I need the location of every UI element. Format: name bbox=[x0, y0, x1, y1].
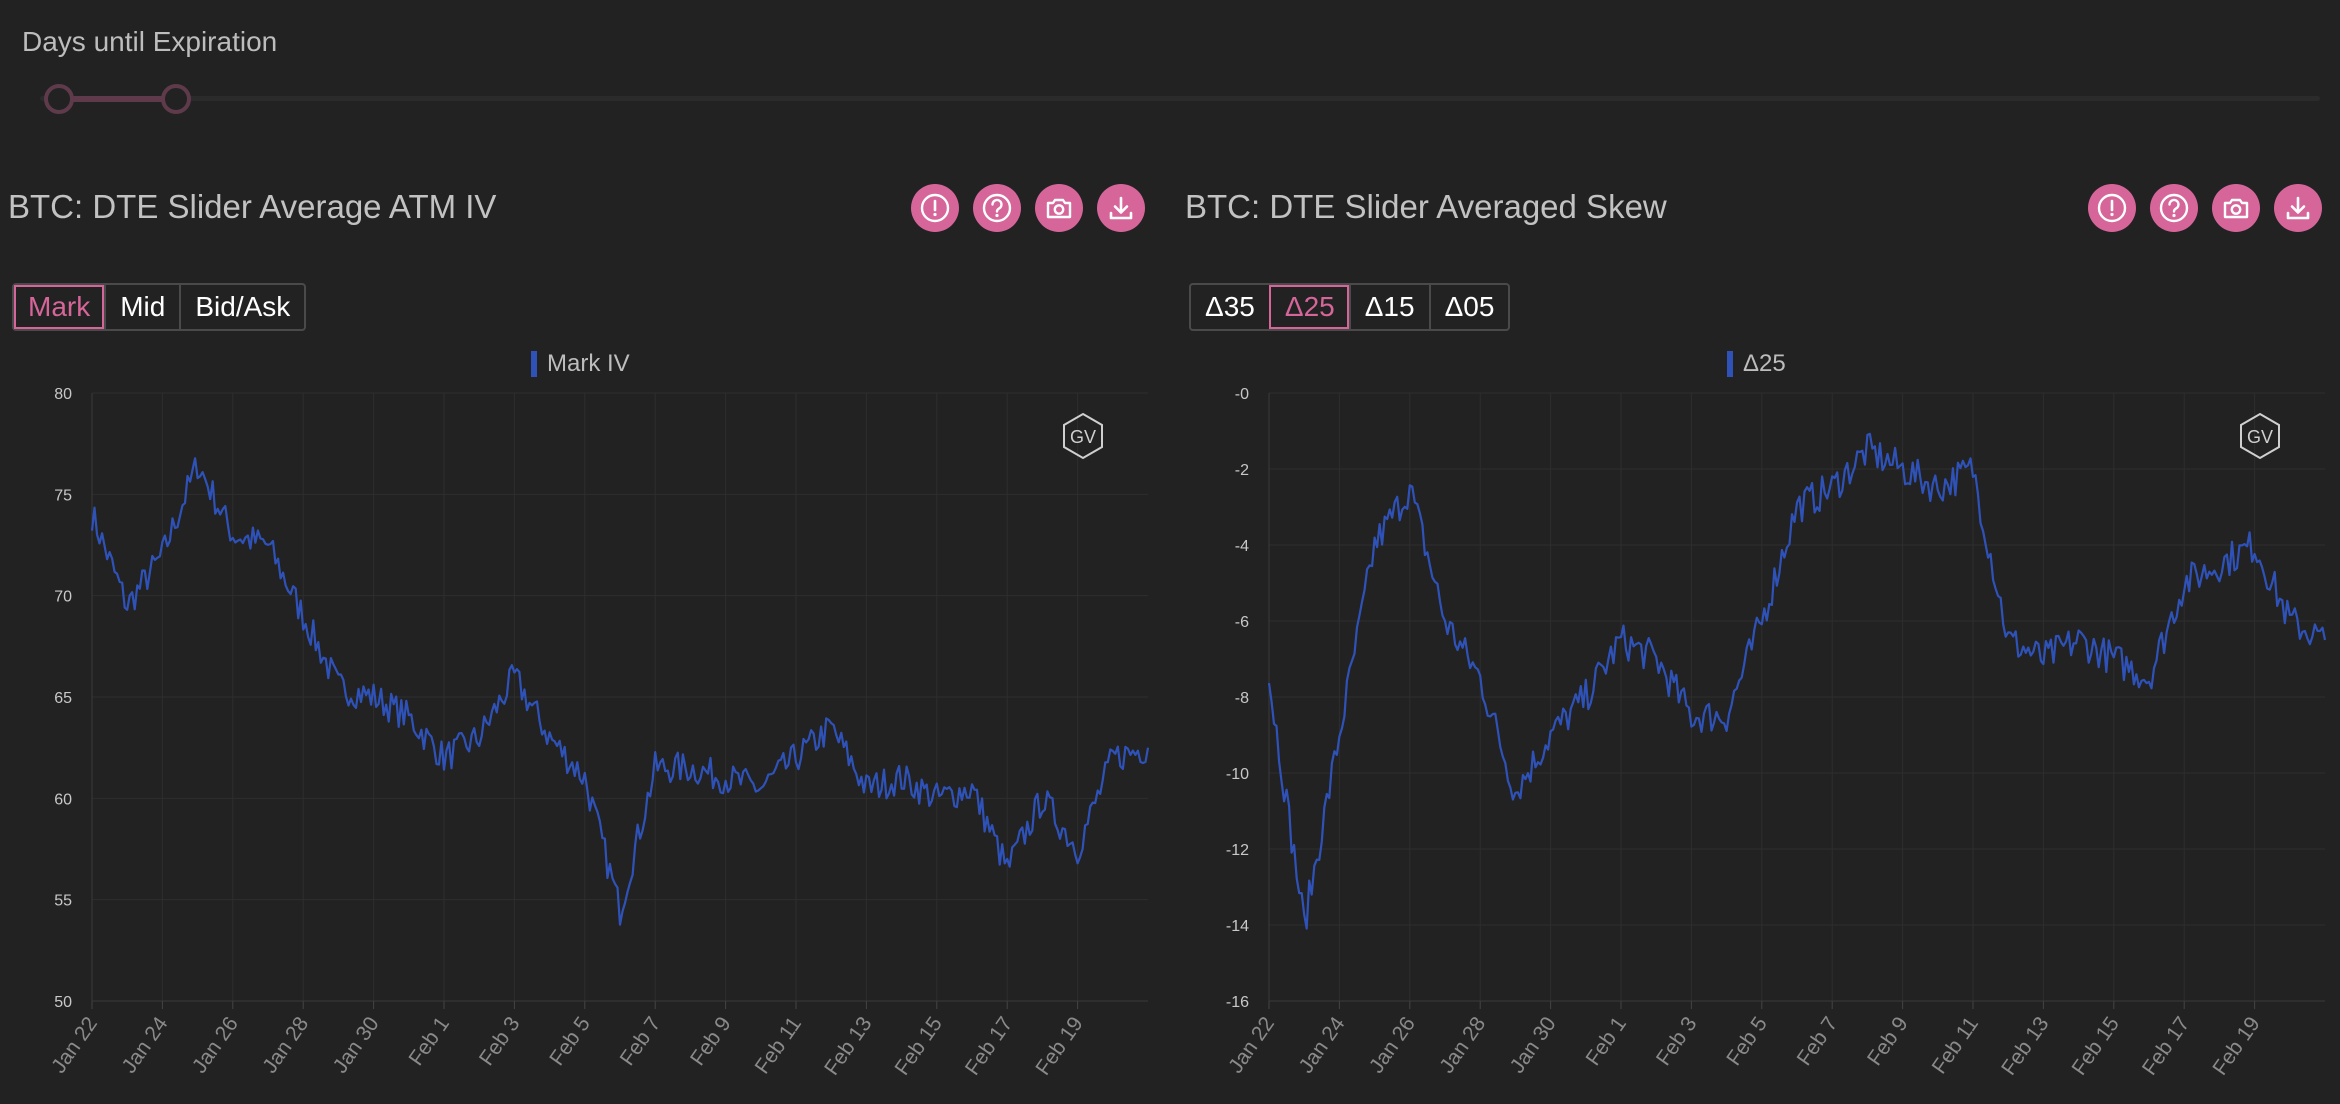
skew-chart-title: BTC: DTE Slider Averaged Skew bbox=[1185, 188, 1667, 225]
y-tick-label: 60 bbox=[54, 791, 72, 808]
x-tick-label: Feb 15 bbox=[2068, 1013, 2124, 1080]
chart-legend[interactable]: Mark IV bbox=[531, 350, 630, 378]
x-tick-label: Jan 22 bbox=[1224, 1013, 1279, 1078]
y-tick-label: -16 bbox=[1226, 994, 1249, 1011]
dte-slider-track[interactable] bbox=[40, 96, 2320, 101]
option-delta-35[interactable]: Δ35 bbox=[1205, 291, 1255, 322]
x-tick-label: Jan 30 bbox=[1506, 1013, 1561, 1078]
option-delta-05[interactable]: Δ05 bbox=[1428, 285, 1509, 329]
x-tick-label: Jan 26 bbox=[1365, 1013, 1420, 1078]
x-tick-label: Jan 24 bbox=[117, 1012, 172, 1077]
y-tick-label: -8 bbox=[1235, 690, 1249, 707]
option-delta-25[interactable]: Δ25 bbox=[1268, 285, 1349, 329]
x-tick-label: Jan 24 bbox=[1294, 1012, 1349, 1077]
y-tick-label: -2 bbox=[1235, 462, 1249, 479]
y-tick-label: -4 bbox=[1235, 538, 1249, 555]
watermark-text: GV bbox=[2247, 427, 2273, 447]
x-tick-label: Feb 7 bbox=[616, 1013, 666, 1070]
option-mark[interactable]: Mark bbox=[14, 285, 105, 329]
legend-label: Δ25 bbox=[1743, 350, 1786, 377]
atm-iv-chart-title: BTC: DTE Slider Average ATM IV bbox=[8, 188, 497, 225]
y-tick-label: 70 bbox=[54, 589, 72, 606]
x-tick-label: Feb 19 bbox=[2208, 1013, 2264, 1080]
x-tick-label: Jan 30 bbox=[329, 1013, 384, 1078]
x-tick-label: Feb 5 bbox=[545, 1013, 595, 1070]
option-bid-ask[interactable]: Bid/Ask bbox=[179, 285, 304, 329]
skew-chart[interactable]: -0 -2 -4 -6 -8 -10 -12 -14 -16 Jan 22 Jan 24 Jan 26… bbox=[1177, 378, 2340, 1100]
y-tick-label: -10 bbox=[1226, 766, 1249, 783]
y-tick-label: 55 bbox=[54, 893, 72, 910]
x-tick-label: Feb 17 bbox=[2138, 1013, 2194, 1080]
skew-panel: BTC: DTE Slider Averaged Skew Δ35 Δ25 Δ1… bbox=[1177, 170, 2340, 1100]
series-line bbox=[1267, 432, 2327, 930]
legend-label: Mark IV bbox=[547, 350, 630, 377]
alert-icon[interactable] bbox=[911, 184, 959, 232]
watermark-text: GV bbox=[1070, 427, 1096, 447]
help-icon[interactable] bbox=[2150, 184, 2198, 232]
option-mid[interactable]: Mid bbox=[104, 285, 179, 329]
x-tick-label: Feb 9 bbox=[1863, 1013, 1913, 1070]
x-tick-label: Feb 15 bbox=[891, 1013, 947, 1080]
x-tick-label: Feb 1 bbox=[1581, 1013, 1631, 1070]
dte-slider-range[interactable] bbox=[57, 96, 174, 102]
x-tick-label: Feb 5 bbox=[1722, 1013, 1772, 1070]
download-icon[interactable] bbox=[1097, 184, 1145, 232]
camera-icon[interactable] bbox=[1035, 184, 1083, 232]
x-tick-label: Feb 11 bbox=[1928, 1013, 1983, 1078]
x-tick-label: Feb 3 bbox=[475, 1013, 525, 1070]
atm-iv-panel: BTC: DTE Slider Average ATM IV Mark Mid … bbox=[0, 170, 1170, 1100]
x-tick-label: Feb 13 bbox=[1997, 1013, 2053, 1080]
x-tick-label: Feb 1 bbox=[404, 1013, 454, 1070]
alert-icon[interactable] bbox=[2088, 184, 2136, 232]
watermark-hexagon bbox=[1063, 412, 1103, 460]
x-tick-label: Jan 28 bbox=[258, 1013, 313, 1078]
x-tick-label: Jan 22 bbox=[47, 1013, 102, 1078]
x-tick-label: Feb 3 bbox=[1652, 1013, 1702, 1070]
series-line bbox=[90, 457, 1150, 926]
atm-iv-chart[interactable]: 80 75 70 65 60 55 50 Jan 22 Jan 24 Jan 26 Jan 28 Ja… bbox=[0, 378, 1170, 1100]
y-tick-label: 80 bbox=[54, 386, 72, 403]
x-tick-label: Feb 19 bbox=[1031, 1013, 1087, 1080]
download-icon[interactable] bbox=[2274, 184, 2322, 232]
y-tick-label: -12 bbox=[1226, 842, 1249, 859]
chart-legend[interactable]: Δ25 bbox=[1727, 350, 1786, 378]
x-tick-label: Jan 28 bbox=[1435, 1013, 1490, 1078]
y-tick-label: 75 bbox=[54, 487, 72, 504]
help-icon[interactable] bbox=[973, 184, 1021, 232]
x-tick-label: Feb 17 bbox=[961, 1013, 1017, 1080]
y-tick-label: -6 bbox=[1235, 614, 1249, 631]
x-tick-label: Feb 7 bbox=[1793, 1013, 1843, 1070]
camera-icon[interactable] bbox=[2212, 184, 2260, 232]
gv-watermark-icon: GV bbox=[1063, 412, 1103, 460]
dte-slider-label: Days until Expiration bbox=[22, 26, 278, 57]
watermark-hexagon bbox=[2240, 412, 2280, 460]
dte-slider-min-handle[interactable] bbox=[44, 84, 74, 114]
gv-watermark-icon: GV bbox=[2240, 412, 2280, 460]
y-tick-label: 65 bbox=[54, 690, 72, 707]
x-tick-label: Jan 26 bbox=[188, 1013, 243, 1078]
x-tick-label: Feb 13 bbox=[820, 1013, 876, 1080]
legend-swatch bbox=[1727, 351, 1733, 377]
price-type-toggle: Mark Mid Bid/Ask bbox=[12, 283, 307, 331]
y-tick-label: 50 bbox=[54, 994, 72, 1011]
x-tick-label: Feb 9 bbox=[686, 1013, 736, 1070]
legend-swatch bbox=[531, 351, 537, 377]
y-tick-label: -0 bbox=[1235, 386, 1249, 403]
option-delta-15[interactable]: Δ15 bbox=[1348, 285, 1429, 329]
y-tick-label: -14 bbox=[1226, 918, 1249, 935]
dte-slider-max-handle[interactable] bbox=[161, 84, 191, 114]
delta-toggle: Δ35 Δ25 Δ15 Δ05 bbox=[1189, 283, 1511, 331]
x-tick-label: Feb 11 bbox=[751, 1013, 806, 1078]
